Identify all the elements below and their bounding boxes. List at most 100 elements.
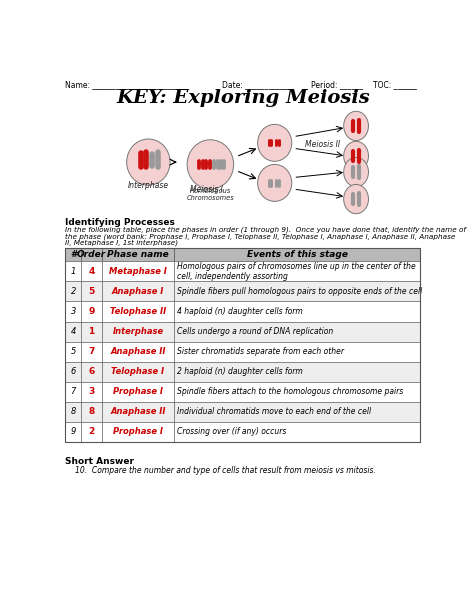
- Ellipse shape: [258, 124, 292, 161]
- Text: 9: 9: [88, 307, 95, 316]
- Bar: [65, 402, 81, 422]
- Bar: [65, 261, 81, 281]
- Text: the phase (word bank: Prophase I, Prophase I, Telophase II, Telophase I, Anaphas: the phase (word bank: Prophase I, Propha…: [65, 233, 456, 240]
- Bar: [65, 248, 420, 441]
- Text: 4 haploid (n) daughter cells form: 4 haploid (n) daughter cells form: [177, 307, 303, 316]
- Bar: [81, 248, 102, 261]
- Bar: [65, 341, 81, 362]
- Text: 2: 2: [71, 287, 76, 296]
- Text: Anaphase I: Anaphase I: [112, 287, 164, 296]
- Bar: [174, 381, 420, 402]
- Text: #: #: [70, 250, 76, 259]
- Bar: [102, 321, 174, 341]
- Bar: [174, 341, 420, 362]
- Text: Identifying Processes: Identifying Processes: [65, 218, 175, 227]
- Bar: [81, 402, 102, 422]
- Text: Name: _________________________: Name: _________________________: [65, 80, 190, 89]
- Bar: [65, 422, 81, 441]
- Bar: [65, 302, 81, 321]
- Bar: [81, 422, 102, 441]
- Bar: [81, 321, 102, 341]
- Bar: [102, 402, 174, 422]
- Bar: [65, 321, 81, 341]
- Text: Homologous pairs of chromosomes line up in the center of the
cell, independently: Homologous pairs of chromosomes line up …: [177, 262, 416, 281]
- Bar: [174, 248, 420, 261]
- Text: KEY: Exploring Meiosis: KEY: Exploring Meiosis: [116, 89, 370, 107]
- Text: II, Metaphase I, 1st interphase): II, Metaphase I, 1st interphase): [65, 240, 179, 246]
- Text: Crossing over (if any) occurs: Crossing over (if any) occurs: [177, 427, 286, 436]
- Bar: [81, 261, 102, 281]
- Text: 2 haploid (n) daughter cells form: 2 haploid (n) daughter cells form: [177, 367, 303, 376]
- Bar: [65, 362, 81, 381]
- Bar: [102, 281, 174, 302]
- Bar: [81, 341, 102, 362]
- Text: Prophase I: Prophase I: [113, 427, 163, 436]
- Ellipse shape: [258, 164, 292, 202]
- Text: 10.  Compare the number and type of cells that result from meiosis vs mitosis.: 10. Compare the number and type of cells…: [75, 466, 375, 475]
- Bar: [174, 302, 420, 321]
- Text: Anaphase II: Anaphase II: [110, 407, 165, 416]
- Bar: [174, 321, 420, 341]
- Text: 6: 6: [88, 367, 94, 376]
- Text: Date: ___________: Date: ___________: [222, 80, 288, 89]
- Text: Anaphase II: Anaphase II: [110, 347, 165, 356]
- Bar: [81, 362, 102, 381]
- Text: Meiosis I: Meiosis I: [190, 185, 223, 194]
- Text: In the following table, place the phases in order (1 through 9).  Once you have : In the following table, place the phases…: [65, 226, 466, 232]
- Bar: [65, 281, 81, 302]
- Text: 3: 3: [88, 387, 94, 396]
- Text: Phase name: Phase name: [107, 250, 169, 259]
- Text: 7: 7: [71, 387, 76, 396]
- Text: Prophase I: Prophase I: [113, 387, 163, 396]
- Text: Sister chromatids separate from each other: Sister chromatids separate from each oth…: [177, 347, 344, 356]
- Bar: [174, 261, 420, 281]
- Text: 6: 6: [71, 367, 76, 376]
- Text: 1: 1: [88, 327, 94, 336]
- Ellipse shape: [344, 142, 368, 170]
- Text: Homologous
Chromosomes: Homologous Chromosomes: [186, 188, 234, 201]
- Bar: [102, 422, 174, 441]
- Text: 9: 9: [71, 427, 76, 436]
- Ellipse shape: [344, 185, 368, 214]
- Text: Telophase I: Telophase I: [111, 367, 164, 376]
- Text: 2: 2: [88, 427, 94, 436]
- Bar: [65, 248, 81, 261]
- Text: Interphase: Interphase: [128, 181, 169, 190]
- Ellipse shape: [187, 140, 234, 189]
- Text: Events of this stage: Events of this stage: [246, 250, 347, 259]
- Bar: [102, 381, 174, 402]
- Bar: [174, 402, 420, 422]
- Text: Metaphase I: Metaphase I: [109, 267, 167, 276]
- Text: 8: 8: [71, 407, 76, 416]
- Bar: [65, 381, 81, 402]
- Bar: [102, 261, 174, 281]
- Ellipse shape: [344, 158, 368, 187]
- Text: Period: ______: Period: ______: [311, 80, 363, 89]
- Bar: [81, 302, 102, 321]
- Text: TOC: ______: TOC: ______: [373, 80, 417, 89]
- Text: 5: 5: [88, 287, 94, 296]
- Text: Short Answer: Short Answer: [65, 457, 135, 466]
- Text: 7: 7: [88, 347, 95, 356]
- Bar: [81, 381, 102, 402]
- Bar: [102, 341, 174, 362]
- Text: Cells undergo a round of DNA replication: Cells undergo a round of DNA replication: [177, 327, 333, 336]
- Text: Individual chromatids move to each end of the cell: Individual chromatids move to each end o…: [177, 407, 371, 416]
- Text: 4: 4: [88, 267, 95, 276]
- Text: Order: Order: [77, 250, 106, 259]
- Bar: [102, 248, 174, 261]
- Text: Meiosis II: Meiosis II: [305, 140, 340, 149]
- Bar: [174, 422, 420, 441]
- Bar: [81, 281, 102, 302]
- Text: Spindle fibers attach to the homologous chromosome pairs: Spindle fibers attach to the homologous …: [177, 387, 403, 396]
- Text: 8: 8: [88, 407, 94, 416]
- Text: 4: 4: [71, 327, 76, 336]
- Text: 3: 3: [71, 307, 76, 316]
- Bar: [174, 362, 420, 381]
- Text: Telophase II: Telophase II: [110, 307, 166, 316]
- Text: 1: 1: [71, 267, 76, 276]
- Bar: [102, 362, 174, 381]
- Ellipse shape: [344, 112, 368, 140]
- Text: Interphase: Interphase: [112, 327, 164, 336]
- Ellipse shape: [127, 139, 170, 185]
